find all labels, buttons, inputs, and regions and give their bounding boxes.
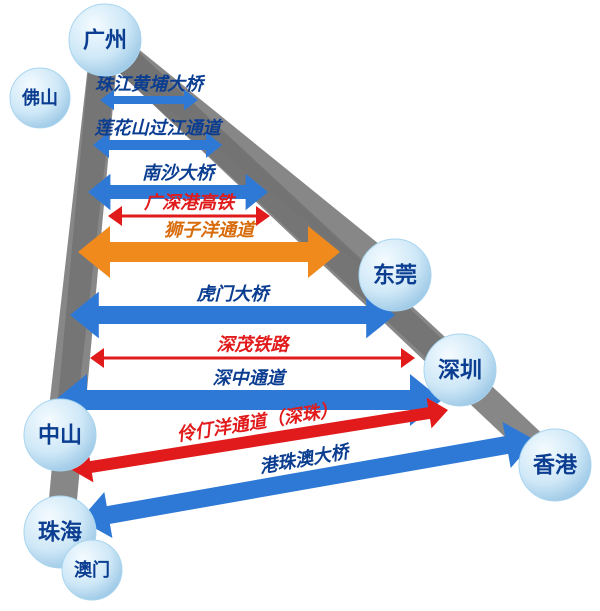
connection: 深茂铁路: [90, 335, 415, 369]
city-node-foshan: 佛山: [10, 68, 70, 128]
connection-label: 深中通道: [213, 368, 288, 388]
city-node-dongguan: 东莞: [359, 239, 431, 311]
city-node-guangzhou: 广州: [69, 4, 141, 76]
city-node-shenzhen: 深圳: [424, 334, 496, 406]
connection-label: 狮子洋通道: [164, 220, 257, 240]
city-node-zhongshan: 中山: [24, 399, 96, 471]
connection: 虎门大桥: [70, 284, 395, 338]
pearl-river-diagram: 珠江黄埔大桥莲花山过江通道南沙大桥广深港高铁狮子洋通道虎门大桥深茂铁路深中通道伶…: [0, 0, 600, 611]
connections: 珠江黄埔大桥莲花山过江通道南沙大桥广深港高铁狮子洋通道虎门大桥深茂铁路深中通道伶…: [55, 74, 535, 538]
connection-label: 深茂铁路: [217, 335, 291, 355]
connection: 港珠澳大桥: [80, 422, 535, 538]
connection-label: 南沙大桥: [142, 163, 217, 183]
city-node-hongkong: 香港: [519, 429, 591, 501]
connection-label: 虎门大桥: [196, 284, 272, 304]
city-node-macau: 澳门: [62, 540, 122, 600]
